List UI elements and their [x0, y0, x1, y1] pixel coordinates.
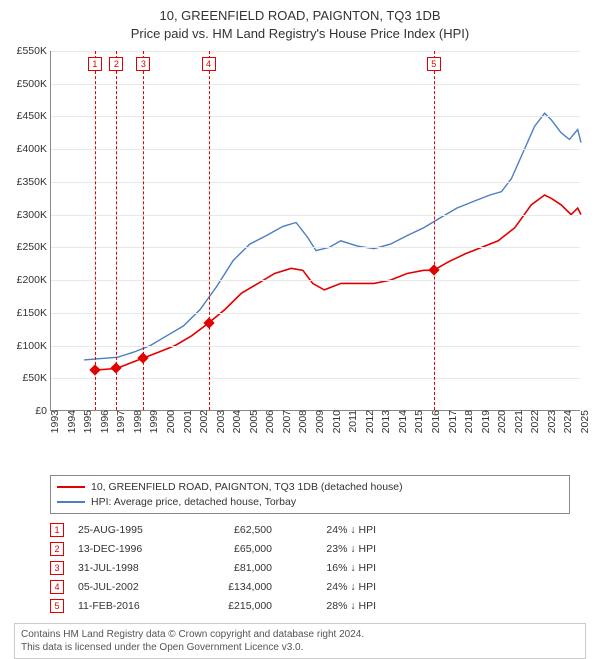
table-date: 25-AUG-1995: [78, 524, 178, 536]
table-price: £81,000: [192, 562, 272, 574]
table-row-index-box: 1: [50, 523, 64, 537]
x-axis-label: 2016: [430, 410, 442, 450]
x-axis-label: 1999: [148, 410, 160, 450]
legend-row-red: 10, GREENFIELD ROAD, PAIGNTON, TQ3 1DB (…: [57, 480, 563, 495]
table-row: 5 11-FEB-2016 £215,000 28% ↓ HPI: [50, 596, 600, 615]
y-axis-label: £550K: [3, 45, 47, 57]
event-marker-box: 4: [202, 57, 216, 71]
footnote-line2: This data is licensed under the Open Gov…: [21, 641, 579, 654]
table-row: 2 13-DEC-1996 £65,000 23% ↓ HPI: [50, 539, 600, 558]
legend-swatch-red: [57, 486, 85, 488]
table-row-index-box: 4: [50, 580, 64, 594]
x-axis-label: 2004: [231, 410, 243, 450]
y-axis-label: £0: [3, 405, 47, 417]
x-axis-label: 2012: [364, 410, 376, 450]
x-axis-label: 2006: [264, 410, 276, 450]
x-axis-label: 2025: [579, 410, 591, 450]
x-axis-label: 2021: [513, 410, 525, 450]
x-axis-label: 2014: [397, 410, 409, 450]
events-table: 1 25-AUG-1995 £62,500 24% ↓ HPI 2 13-DEC-1996…: [50, 520, 600, 615]
x-axis-label: 2009: [314, 410, 326, 450]
chart-plot-area: £0£50K£100K£150K£200K£250K£300K£350K£400…: [50, 51, 580, 411]
table-price: £65,000: [192, 543, 272, 555]
x-axis-label: 2003: [215, 410, 227, 450]
x-axis-label: 2001: [182, 410, 194, 450]
chart-title-main: 10, GREENFIELD ROAD, PAIGNTON, TQ3 1DB: [0, 8, 600, 23]
table-row: 1 25-AUG-1995 £62,500 24% ↓ HPI: [50, 520, 600, 539]
event-marker-box: 3: [136, 57, 150, 71]
table-price: £134,000: [192, 581, 272, 593]
x-axis-label: 2007: [281, 410, 293, 450]
y-axis-label: £100K: [3, 340, 47, 352]
x-axis-label: 2019: [480, 410, 492, 450]
x-axis-label: 2002: [198, 410, 210, 450]
table-pct: 24% ↓ HPI: [286, 581, 376, 593]
table-row-index-box: 5: [50, 599, 64, 613]
table-row-index-box: 3: [50, 561, 64, 575]
x-axis-label: 1994: [66, 410, 78, 450]
y-axis-label: £300K: [3, 209, 47, 221]
table-price: £62,500: [192, 524, 272, 536]
chart-lines-svg: [51, 51, 580, 410]
table-pct: 28% ↓ HPI: [286, 600, 376, 612]
table-date: 31-JUL-1998: [78, 562, 178, 574]
table-pct: 16% ↓ HPI: [286, 562, 376, 574]
legend-swatch-blue: [57, 501, 85, 503]
event-marker-box: 1: [88, 57, 102, 71]
x-axis-label: 2022: [529, 410, 541, 450]
footnote-line1: Contains HM Land Registry data © Crown c…: [21, 628, 579, 641]
x-axis-label: 1996: [99, 410, 111, 450]
footnote-box: Contains HM Land Registry data © Crown c…: [14, 623, 586, 659]
table-date: 13-DEC-1996: [78, 543, 178, 555]
y-axis-label: £350K: [3, 176, 47, 188]
x-axis-label: 1998: [132, 410, 144, 450]
legend-label-red: 10, GREENFIELD ROAD, PAIGNTON, TQ3 1DB (…: [91, 480, 403, 495]
y-axis-label: £200K: [3, 274, 47, 286]
x-axis-label: 2023: [546, 410, 558, 450]
x-axis-label: 2013: [380, 410, 392, 450]
table-date: 05-JUL-2002: [78, 581, 178, 593]
legend-label-blue: HPI: Average price, detached house, Torb…: [91, 495, 296, 510]
y-axis-label: £50K: [3, 372, 47, 384]
x-axis-label: 1993: [49, 410, 61, 450]
chart-title-sub: Price paid vs. HM Land Registry's House …: [0, 26, 600, 41]
legend-row-blue: HPI: Average price, detached house, Torb…: [57, 495, 563, 510]
event-marker-box: 5: [427, 57, 441, 71]
table-row: 3 31-JUL-1998 £81,000 16% ↓ HPI: [50, 558, 600, 577]
x-axis-label: 2008: [297, 410, 309, 450]
table-pct: 24% ↓ HPI: [286, 524, 376, 536]
x-axis-label: 1997: [115, 410, 127, 450]
event-marker-box: 2: [109, 57, 123, 71]
y-axis-label: £250K: [3, 241, 47, 253]
x-axis-label: 2015: [413, 410, 425, 450]
table-pct: 23% ↓ HPI: [286, 543, 376, 555]
x-axis-label: 2000: [165, 410, 177, 450]
x-axis-label: 2024: [562, 410, 574, 450]
y-axis-label: £450K: [3, 110, 47, 122]
table-row: 4 05-JUL-2002 £134,000 24% ↓ HPI: [50, 577, 600, 596]
x-axis-label: 1995: [82, 410, 94, 450]
x-axis-label: 2010: [331, 410, 343, 450]
y-axis-label: £400K: [3, 143, 47, 155]
x-axis-label: 2020: [496, 410, 508, 450]
legend-box: 10, GREENFIELD ROAD, PAIGNTON, TQ3 1DB (…: [50, 475, 570, 514]
x-axis-label: 2018: [463, 410, 475, 450]
table-date: 11-FEB-2016: [78, 600, 178, 612]
x-axis-label: 2011: [347, 410, 359, 450]
x-axis-label: 2005: [248, 410, 260, 450]
x-axis-label: 2017: [447, 410, 459, 450]
table-price: £215,000: [192, 600, 272, 612]
y-axis-label: £150K: [3, 307, 47, 319]
table-row-index-box: 2: [50, 542, 64, 556]
y-axis-label: £500K: [3, 78, 47, 90]
